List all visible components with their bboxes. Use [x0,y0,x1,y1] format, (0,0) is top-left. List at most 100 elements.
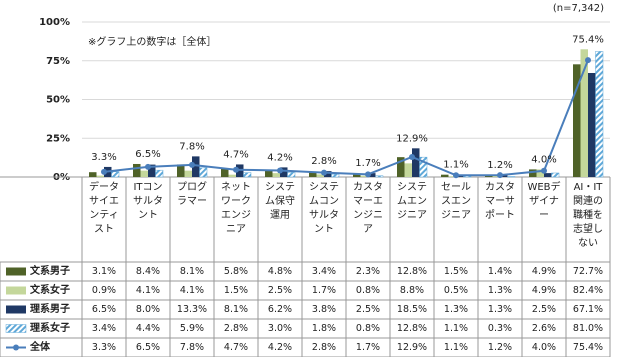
line-marker [497,172,503,179]
data-label: 3.3% [91,152,116,163]
table-cell: 12.8% [396,266,428,277]
table-cell: 7.8% [179,342,205,353]
bar [309,171,317,177]
table-cell: 12.9% [396,342,428,353]
table-cell: 4.8% [267,266,293,277]
table-cell: 2.5% [267,285,293,296]
table-cell: 1.3% [487,304,513,315]
bar [89,172,97,177]
table-cell: 13.3% [176,304,208,315]
bar [148,164,156,177]
table-cell: 1.7% [311,285,337,296]
bar [441,174,449,177]
table-cell: 1.2% [487,342,513,353]
table-cell: 1.5% [223,285,249,296]
table-cell: 8.8% [399,285,425,296]
data-label: 7.8% [179,141,204,152]
bar [280,167,288,177]
legend-marker [13,344,19,351]
table-cell: 75.4% [572,342,604,353]
table-cell: 3.8% [311,304,337,315]
y-tick-label: 75% [46,56,70,67]
table-cell: 3.1% [91,266,117,277]
bar [368,173,376,177]
bar [243,172,252,178]
legend-label: 理系女子 [30,323,70,334]
line-marker [321,169,327,176]
bar [192,156,200,177]
table-cell: 4.1% [179,285,205,296]
table-cell: 1.8% [311,323,337,334]
bar [331,173,340,178]
table-cell: 6.5% [91,304,117,315]
table-cell: 3.4% [91,323,117,334]
data-label: 75.4% [572,34,604,45]
table-cell: 67.1% [572,304,604,315]
table-cell: 1.5% [443,266,469,277]
data-label: 2.8% [311,156,336,167]
table-cell: 1.7% [355,342,381,353]
table-cell: 81.0% [572,323,604,334]
table-cell: 2.8% [311,342,337,353]
table-cell: 4.0% [531,342,557,353]
sample-size: (n=7,342) [553,3,604,14]
legend-label: 文系女子 [30,285,70,296]
line-marker [453,172,459,179]
table-cell: 1.1% [443,323,469,334]
table-cell: 5.9% [179,323,205,334]
bar [272,173,280,177]
table-cell: 72.7% [572,266,604,277]
x-tick-label: システムコンサルタント [309,182,339,235]
bar [419,156,428,178]
table-cell: 6.2% [267,304,293,315]
x-tick-label: ITコンサルタント [133,182,163,221]
table-cell: 1.3% [443,304,469,315]
bar [155,169,164,178]
legend-label: 文系男子 [30,266,70,277]
data-label: 1.7% [355,158,380,169]
table-cell: 8.1% [179,266,205,277]
table-cell: 4.1% [135,285,161,296]
bar [500,174,508,177]
bar [228,174,236,177]
table-cell: 4.9% [531,285,557,296]
table-cell: 5.8% [223,266,249,277]
data-label: 6.5% [135,149,160,160]
bar [353,173,361,177]
table-cell: 0.5% [443,285,469,296]
bar [404,163,412,177]
legend-label: 全体 [30,342,50,353]
bar [397,157,405,177]
x-tick-label: プログラマー [177,182,207,207]
bar [360,175,368,177]
bar [221,168,229,177]
line-marker [189,161,195,168]
line-marker [409,154,415,161]
bar [595,51,604,178]
bar [412,148,420,177]
bar [265,169,273,177]
line-marker [365,171,371,178]
line-marker [585,57,591,64]
bar [96,175,104,177]
table-cell: 2.5% [355,304,381,315]
table-cell: 4.9% [531,266,557,277]
bar [551,172,560,178]
bar [199,167,208,178]
bar [287,172,296,178]
x-tick-label: システムエンジニア [397,182,427,221]
x-tick-label: カスタマーエンジニア [353,182,383,235]
table-cell: 4.7% [223,342,249,353]
bar [316,174,324,177]
table-cell: 1.1% [443,342,469,353]
bar [140,170,148,177]
table-cell: 0.3% [487,323,513,334]
table-cell: 82.4% [572,285,604,296]
table-cell: 6.5% [135,342,161,353]
y-tick-label: 50% [46,95,70,106]
data-label: 1.1% [443,160,468,171]
table-cell: 18.5% [396,304,428,315]
x-tick-label: AI・IT関連の職種を志望しない [573,182,603,249]
legend-label: 理系男子 [30,304,70,315]
